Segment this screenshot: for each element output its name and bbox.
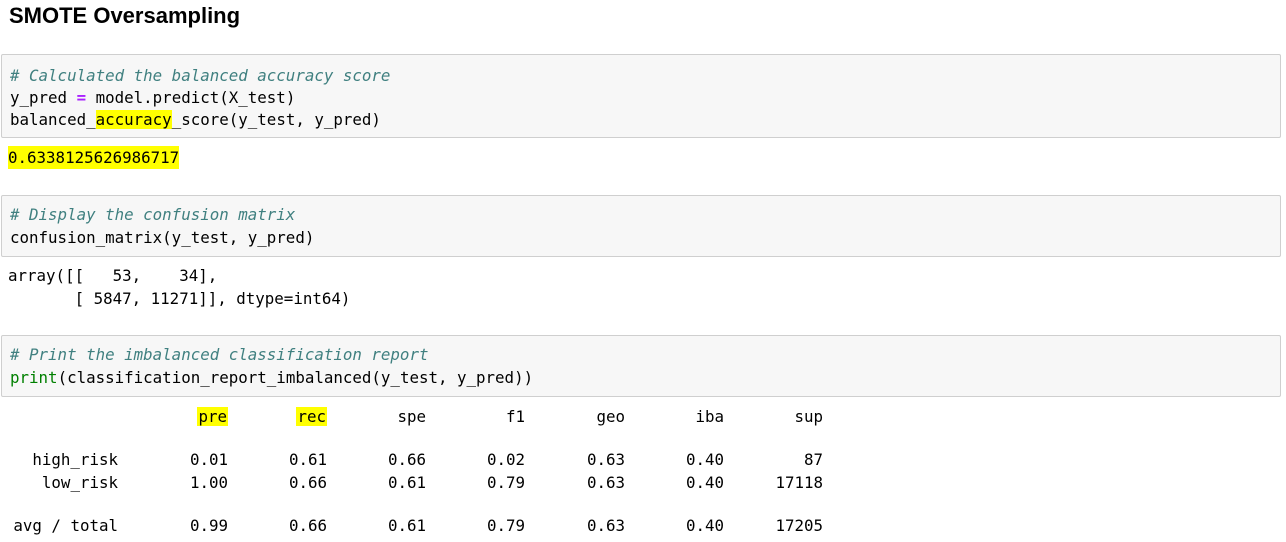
report-cell: 0.66 [288,516,327,535]
report-cell: 0.63 [586,473,625,492]
report-header-pre: pre [148,405,228,428]
code-comment: # Print the imbalanced classification re… [10,345,429,364]
report-cell: 0.40 [685,450,724,469]
report-header-text: sup [794,407,823,426]
report-cell: 0.61 [387,473,426,492]
code-comment: # Display the confusion matrix [10,205,296,224]
code-keyword: print [10,368,58,387]
report-cell: 0.79 [486,516,525,535]
report-cell: 17205 [775,516,823,535]
code-comment: # Calculated the balanced accuracy score [10,66,391,85]
report-header-sup: sup [743,405,823,428]
code-line: balanced_accuracy_score(y_test, y_pred) [10,108,381,131]
report-header-geo: geo [545,405,625,428]
report-row-label: low_risk [41,473,118,492]
code-operator: = [76,88,87,107]
report-row-label: avg / total [13,516,118,535]
code-token: y_pred [10,88,77,107]
report-cell: 87 [803,450,823,469]
report-cell: 1.00 [189,473,228,492]
code-cell-balanced-accuracy[interactable]: # Calculated the balanced accuracy score… [1,54,1281,138]
report-header-rec: rec [247,405,327,428]
report-cell: 17118 [775,473,823,492]
code-token: (classification_report_imbalanced(y_test… [57,368,534,387]
report-header-text: f1 [505,407,525,426]
report-cell: 0.66 [288,473,327,492]
report-header-f1: f1 [445,405,525,428]
code-line: print(classification_report_imbalanced(y… [10,366,533,389]
report-cell: 0.40 [685,516,724,535]
report-cell: 0.61 [387,516,426,535]
output-confusion-matrix-line: array([[ 53, 34], [8,266,218,285]
report-cell: 0.79 [486,473,525,492]
code-line: y_pred = model.predict(X_test) [10,86,295,109]
output-confusion-matrix-line: [ 5847, 11271]], dtype=int64) [8,289,351,308]
report-header-iba: iba [644,405,724,428]
code-line: confusion_matrix(y_test, y_pred) [10,228,315,247]
report-row-label: high_risk [32,450,118,469]
report-header-text: rec [296,407,327,426]
page-title: SMOTE Oversampling [9,3,241,28]
code-token: balanced_ [10,110,96,129]
code-token: _score(y_test, y_pred) [171,110,381,129]
code-token: model.predict(X_test) [86,88,296,107]
report-header-text: pre [197,407,228,426]
report-cell: 0.63 [586,516,625,535]
output-balanced-accuracy: 0.6338125626986717 [8,146,180,169]
report-cell: 0.02 [486,450,525,469]
report-header-text: iba [695,407,724,426]
report-header-text: spe [397,407,426,426]
code-cell-classification-report[interactable]: # Print the imbalanced classification re… [1,335,1281,397]
report-header-spe: spe [346,405,426,428]
report-cell: 0.01 [189,450,228,469]
highlighted-token: accuracy [95,110,172,129]
report-cell: 0.66 [387,450,426,469]
code-cell-confusion-matrix[interactable]: # Display the confusion matrix confusion… [1,195,1281,257]
report-header-text: geo [596,407,625,426]
report-cell: 0.40 [685,473,724,492]
report-cell: 0.61 [288,450,327,469]
report-cell: 0.99 [189,516,228,535]
report-cell: 0.63 [586,450,625,469]
